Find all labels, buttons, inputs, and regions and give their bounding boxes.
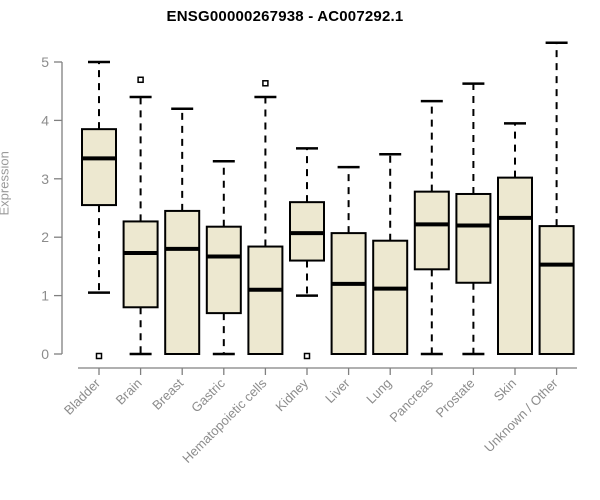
box-iqr <box>372 239 409 355</box>
x-tick-label: Prostate <box>433 376 478 421</box>
x-tick-label: Gastric <box>188 375 228 415</box>
x-tick-label: Lung <box>363 376 394 407</box>
y-tick-label: 1 <box>41 288 49 304</box>
x-tick-label: Liver <box>322 375 353 406</box>
box-iqr <box>413 190 450 271</box>
x-tick-label: Unknown / Other <box>481 375 561 455</box>
x-tick-label: Pancreas <box>386 375 436 425</box>
y-tick-label: 5 <box>41 54 49 70</box>
x-tick-label: Bladder <box>61 375 104 418</box>
outlier-point <box>137 76 144 84</box>
x-tick-label: Brain <box>113 376 145 408</box>
box-iqr <box>164 209 201 355</box>
box-iqr <box>330 232 367 355</box>
outlier-point <box>262 80 269 87</box>
box-iqr <box>497 176 533 355</box>
box-iqr <box>81 128 117 207</box>
y-tick-label: 0 <box>41 346 49 362</box>
chart-title: ENSG00000267938 - AC007292.1 <box>166 8 404 25</box>
box-iqr <box>538 225 575 356</box>
y-tick-label: 3 <box>41 171 49 187</box>
outlier-point <box>303 352 311 360</box>
x-tick-label: Kidney <box>272 375 311 414</box>
x-tick-label: Skin <box>491 376 519 404</box>
box-iqr <box>205 225 242 315</box>
box-iqr <box>122 220 159 309</box>
outlier-point <box>95 352 103 360</box>
x-tick-label: Breast <box>149 375 186 412</box>
y-tick-label: 2 <box>41 229 49 245</box>
box-iqr <box>247 245 284 356</box>
y-tick-label: 4 <box>41 112 49 128</box>
box-iqr <box>455 192 492 284</box>
